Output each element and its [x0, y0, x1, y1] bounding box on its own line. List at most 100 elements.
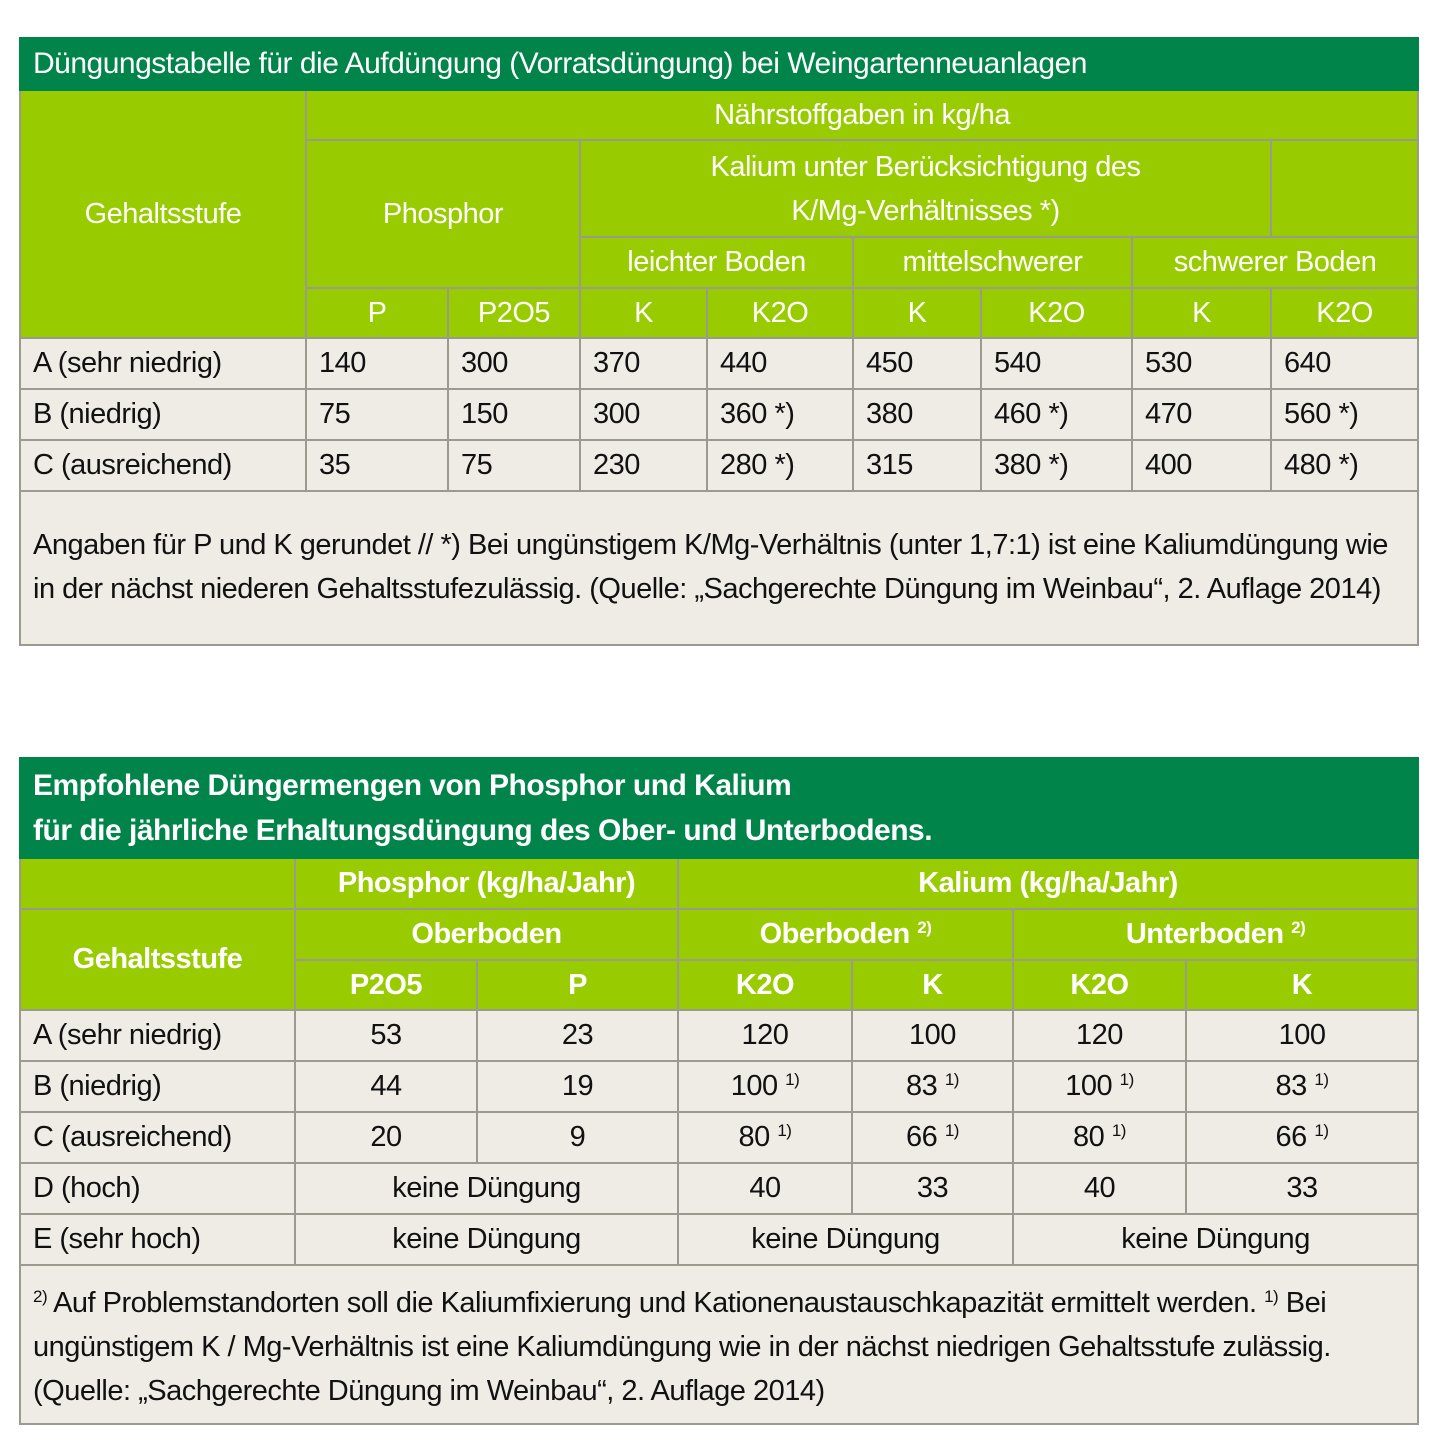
cell: 120 — [1012, 1009, 1187, 1062]
cell-keine-duengung: keine Düngung — [1011, 1213, 1420, 1266]
table-note: Angaben für P und K gerundet // *) Bei u… — [18, 490, 1420, 646]
unit-header: K2O — [677, 959, 853, 1011]
cell-keine-duengung: keine Düngung — [294, 1162, 679, 1215]
cell: 230 — [579, 439, 708, 492]
value: 83 — [906, 1070, 938, 1102]
unit-header: K — [852, 287, 982, 339]
cell: 100 1) — [1012, 1060, 1187, 1113]
value: 66 — [906, 1121, 938, 1153]
header-empty — [19, 857, 296, 910]
cell: 380 *) — [980, 439, 1133, 492]
cell: 75 — [305, 388, 449, 441]
header-phosphor: Phosphor (kg/ha/Jahr) — [294, 857, 679, 910]
footnote-marker: 1) — [785, 1070, 800, 1089]
cell: 530 — [1131, 337, 1272, 390]
cell: 100 1) — [677, 1060, 853, 1113]
footnote-marker: 1) — [1314, 1070, 1329, 1089]
cell: 300 — [579, 388, 708, 441]
footnote-marker: 1) — [777, 1121, 792, 1140]
cell: 450 — [852, 337, 982, 390]
cell: 480 *) — [1269, 439, 1420, 492]
cell: 75 — [447, 439, 581, 492]
header-leichter-boden: leichter Boden — [579, 236, 854, 289]
cell: 33 — [1184, 1162, 1420, 1215]
cell: 83 1) — [1184, 1060, 1420, 1113]
cell: 280 *) — [706, 439, 854, 492]
cell: 20 — [294, 1111, 478, 1164]
cell: 140 — [305, 337, 449, 390]
unit-header: P2O5 — [447, 287, 581, 339]
cell: 66 1) — [1184, 1111, 1420, 1164]
cell: 400 — [1131, 439, 1272, 492]
footnote-marker: 1) — [1314, 1121, 1329, 1140]
header-schwerer-boden: schwerer Boden — [1130, 236, 1420, 289]
cell: 80 1) — [1012, 1111, 1187, 1164]
cell: 315 — [852, 439, 982, 492]
cell-keine-duengung: keine Düngung — [677, 1213, 1014, 1266]
cell: 100 — [1184, 1009, 1420, 1062]
cell: 460 *) — [980, 388, 1133, 441]
header-unterboden-k: Unterboden 2) — [1011, 908, 1420, 961]
header-oberboden-k: Oberboden 2) — [677, 908, 1014, 961]
value: 100 — [730, 1070, 778, 1102]
header-gehaltsstufe: Gehaltsstufe — [19, 908, 296, 1011]
table-title: Düngungstabelle für die Aufdüngung (Vorr… — [18, 37, 1420, 91]
row-label: A (sehr niedrig) — [19, 1009, 296, 1062]
label: Unterboden — [1125, 918, 1284, 950]
cell: 53 — [294, 1009, 478, 1062]
row-label: D (hoch) — [19, 1162, 296, 1215]
units-row: P P2O5 K K2O K K2O K K2O — [20, 287, 1420, 339]
cell: 560 *) — [1269, 388, 1420, 441]
unit-header: K — [1184, 959, 1420, 1011]
cell: 380 — [852, 388, 982, 441]
header-oberboden-p: Oberboden — [294, 908, 679, 961]
cell: 120 — [677, 1009, 853, 1062]
title-line2: für die jährliche Erhaltungsdüngung des … — [33, 814, 933, 847]
cell: 80 1) — [677, 1111, 853, 1164]
table-note: 2) Auf Problemstandorten soll die Kalium… — [18, 1264, 1420, 1425]
cell: 40 — [1012, 1162, 1187, 1215]
cell: 300 — [447, 337, 581, 390]
unit-header: K — [579, 287, 708, 339]
footnote-marker: 1) — [944, 1070, 960, 1089]
cell: 66 1) — [851, 1111, 1014, 1164]
header-phosphor: Phosphor — [305, 139, 581, 289]
table-row: A (sehr niedrig) 140 300 370 440 450 540 530 640 — [19, 337, 1420, 390]
unit-header: K2O — [1012, 959, 1187, 1011]
note-text: Auf Problemstandorten soll die Kaliumfix… — [47, 1286, 1265, 1319]
footnote-marker: 1) — [944, 1121, 960, 1140]
cell: 150 — [447, 388, 581, 441]
row-label: C (ausreichend) — [19, 1111, 296, 1164]
unit-header: K2O — [706, 287, 854, 339]
value: 80 — [1073, 1121, 1105, 1153]
footnote-marker: 2) — [33, 1286, 48, 1306]
header-empty — [1269, 139, 1420, 238]
header-kalium-line1: Kalium unter Berücksichtigung des — [710, 150, 1141, 183]
cell: 19 — [476, 1060, 679, 1113]
table-title: Empfohlene Düngermengen von Phosphor und… — [18, 757, 1420, 859]
row-label: B (niedrig) — [19, 1060, 296, 1113]
unit-header: K2O — [980, 287, 1133, 339]
cell: 100 — [851, 1009, 1014, 1062]
footnote-marker: 1) — [1119, 1070, 1135, 1089]
header-kalium-line2: K/Mg-Verhältnisses *) — [791, 194, 1060, 227]
cell: 640 — [1269, 337, 1420, 390]
header-mittelschwerer: mittelschwerer — [852, 236, 1133, 289]
cell: 9 — [476, 1111, 679, 1164]
label: Oberboden — [759, 918, 911, 950]
unit-header: P — [305, 287, 449, 339]
footnote-marker: 2) — [1291, 918, 1306, 937]
cell: 83 1) — [851, 1060, 1014, 1113]
footnote-marker: 1) — [1264, 1286, 1279, 1306]
cell: 33 — [851, 1162, 1014, 1215]
table-row: B (niedrig) 75 150 300 360 *) 380 460 *) 470 560… — [19, 388, 1420, 441]
note-text: Bei ungünstigem K / Mg-Verhältnis ist ei… — [33, 1286, 1331, 1407]
cell: 440 — [706, 337, 854, 390]
unit-header: P — [476, 959, 679, 1011]
cell: 370 — [579, 337, 708, 390]
table-row: E (sehr hoch) keine Düngung keine Düngun… — [19, 1213, 1420, 1266]
value: 100 — [1065, 1070, 1113, 1102]
unit-header: P2O5 — [294, 959, 478, 1011]
unit-header: K — [851, 959, 1014, 1011]
header-kalium: Kalium (kg/ha/Jahr) — [676, 857, 1420, 910]
